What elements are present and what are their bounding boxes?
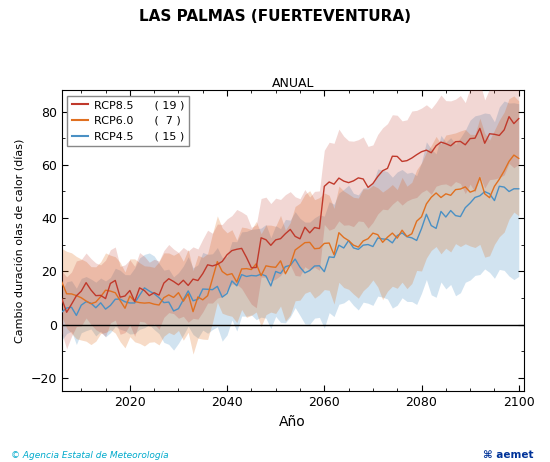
Text: LAS PALMAS (FUERTEVENTURA): LAS PALMAS (FUERTEVENTURA) xyxy=(139,9,411,24)
Title: ANUAL: ANUAL xyxy=(272,77,314,91)
Text: © Agencia Estatal de Meteorología: © Agencia Estatal de Meteorología xyxy=(11,451,169,460)
X-axis label: Año: Año xyxy=(279,414,306,429)
Text: ⌘ aemet: ⌘ aemet xyxy=(483,450,534,460)
Y-axis label: Cambio duración olas de calor (días): Cambio duración olas de calor (días) xyxy=(15,139,25,343)
Legend: RCP8.5      ( 19 ), RCP6.0      (  7 ), RCP4.5      ( 15 ): RCP8.5 ( 19 ), RCP6.0 ( 7 ), RCP4.5 ( 15… xyxy=(67,96,189,146)
